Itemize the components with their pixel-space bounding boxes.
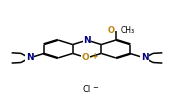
Text: −: − (93, 85, 98, 91)
Text: N: N (26, 53, 33, 62)
Text: O: O (108, 26, 115, 35)
Text: CH₃: CH₃ (120, 26, 134, 35)
Text: O: O (81, 53, 89, 62)
Text: +: + (92, 52, 98, 61)
Text: N: N (141, 53, 148, 62)
Text: Cl: Cl (82, 85, 91, 94)
Text: N: N (83, 36, 91, 45)
